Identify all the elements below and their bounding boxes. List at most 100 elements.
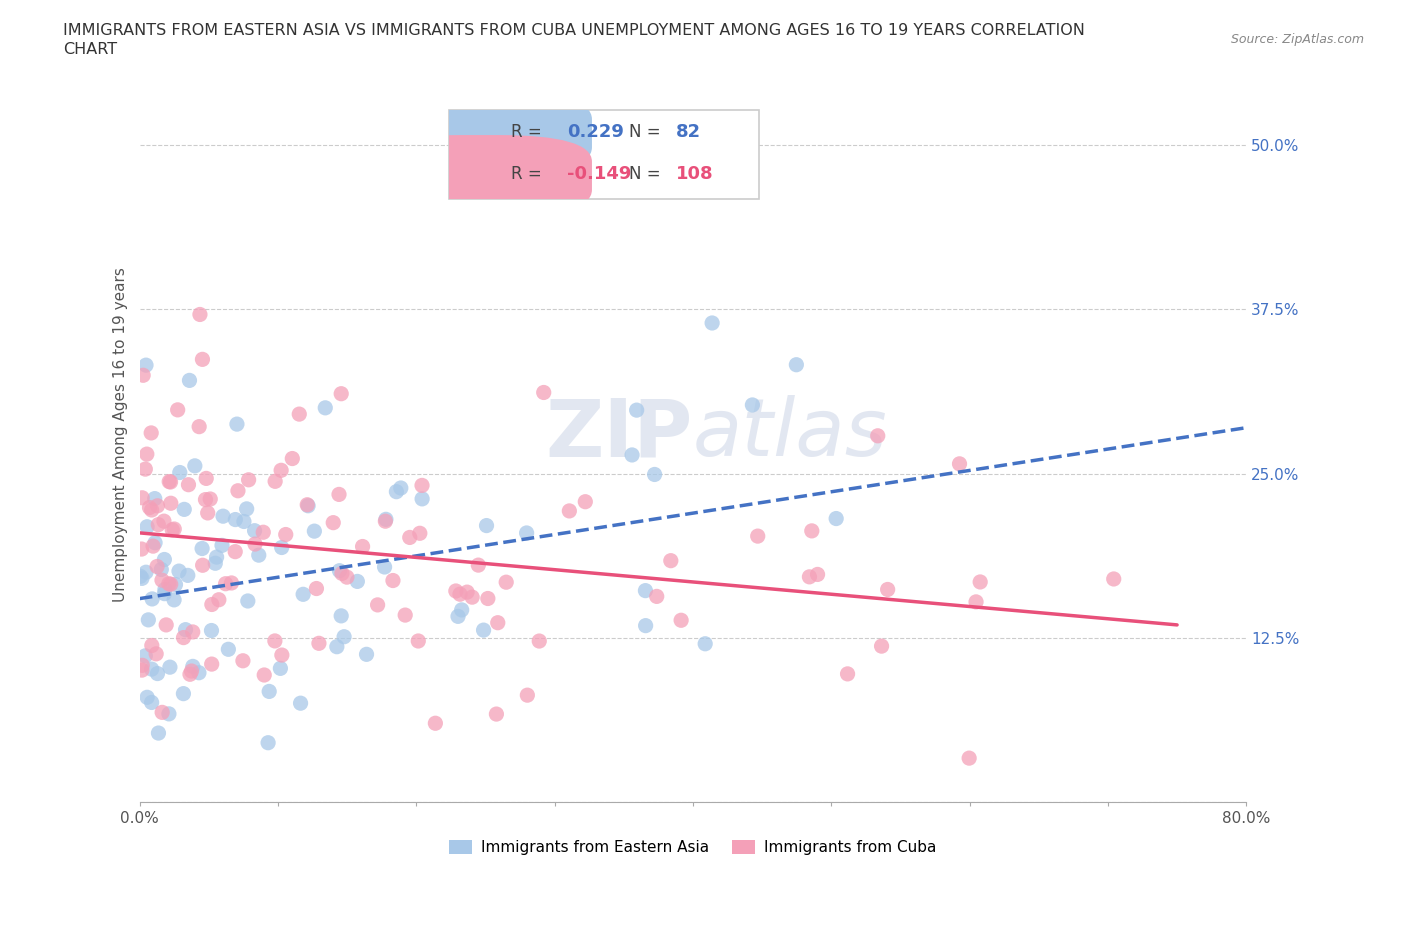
Point [131,571,153,586]
Point [516,525,538,540]
Point [957,751,980,765]
Point [574,494,596,509]
Point [138,500,160,515]
Point [187,665,209,680]
Point [188,419,211,434]
Point [406,633,429,648]
Point [235,501,257,516]
Point [257,736,280,751]
Point [138,613,160,628]
Point [634,618,657,633]
Point [143,491,166,506]
Point [146,559,169,574]
Point [645,589,668,604]
Point [157,474,180,489]
Point [326,639,349,654]
Point [281,451,304,466]
Point [153,552,176,567]
Point [205,550,228,565]
Point [160,523,183,538]
Point [200,492,222,507]
Point [297,498,319,512]
Point [533,385,555,400]
Text: Source: ZipAtlas.com: Source: ZipAtlas.com [1230,33,1364,46]
Point [308,636,330,651]
Point [141,426,163,441]
Point [356,647,378,662]
Point [472,623,495,638]
Point [173,502,195,517]
Y-axis label: Unemployment Among Ages 16 to 19 years: Unemployment Among Ages 16 to 19 years [114,267,128,602]
Point [965,594,987,609]
Point [150,705,173,720]
Point [288,406,311,421]
Point [837,667,859,682]
Point [131,490,153,505]
Point [333,630,356,644]
Point [191,541,214,556]
Point [411,478,433,493]
Point [146,666,169,681]
Point [179,373,201,388]
Point [177,477,200,492]
Point [159,659,181,674]
Point [659,553,682,568]
Point [322,515,344,530]
Point [214,577,236,591]
Point [224,544,246,559]
Point [948,457,970,472]
Point [146,498,169,513]
Text: atlas: atlas [693,395,887,473]
Point [367,597,389,612]
Point [184,458,207,473]
Point [450,603,472,618]
Point [695,636,717,651]
Point [167,564,190,578]
Point [799,569,821,584]
Point [238,472,260,487]
Point [135,358,157,373]
Point [208,592,231,607]
Point [328,564,350,578]
Point [486,616,509,631]
Point [252,525,274,539]
Point [134,461,156,476]
Point [153,586,176,601]
Point [447,609,470,624]
Point [409,525,432,540]
Point [174,622,197,637]
Point [243,524,266,538]
Point [644,467,666,482]
Point [495,575,517,590]
Point [270,463,292,478]
Point [191,352,214,366]
Point [634,583,657,598]
Point [134,648,156,663]
Point [132,368,155,383]
Point [135,446,157,461]
Point [226,484,249,498]
Point [172,686,194,701]
Point [626,403,648,418]
Point [163,522,186,537]
Point [270,540,292,555]
Point [264,633,287,648]
Point [181,625,204,640]
Point [389,481,412,496]
Point [456,585,478,600]
Point [148,517,170,532]
Point [169,465,191,480]
Point [747,528,769,543]
Point [741,397,763,412]
Point [621,447,644,462]
Point [330,386,353,401]
Point [177,568,200,583]
Point [374,560,396,575]
Point [381,573,404,588]
Point [529,633,551,648]
Point [274,527,297,542]
Point [870,639,893,654]
Point [444,583,467,598]
Point [866,429,889,444]
Point [425,716,447,731]
